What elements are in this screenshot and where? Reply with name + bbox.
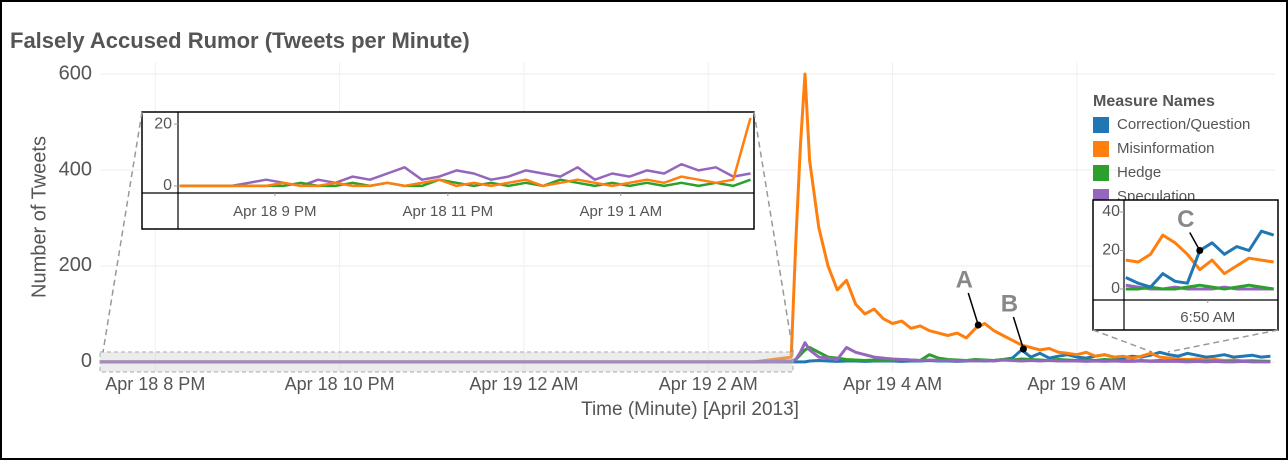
zoom-connector: [1092, 329, 1153, 353]
x-tick-label: Apr 18 8 PM: [105, 374, 205, 394]
chart-title: Falsely Accused Rumor (Tweets per Minute…: [10, 28, 470, 53]
legend-label: Hedge: [1117, 164, 1161, 181]
legend-label: Misinformation: [1117, 140, 1215, 157]
legend-swatch: [1093, 117, 1109, 133]
y-tick-label: 400: [59, 158, 92, 180]
series-line: [100, 341, 1271, 364]
y-tick-label: 40: [1102, 203, 1120, 220]
x-tick-label: Apr 18 10 PM: [285, 374, 395, 394]
y-tick-label: 200: [59, 254, 92, 276]
series-line: [100, 72, 1271, 364]
plot: 0 20 40 6:50 AM C: [1092, 199, 1279, 331]
zoom-connector: [1167, 329, 1279, 353]
y-tick-label: 0: [163, 177, 172, 194]
x-tick-label: Apr 19 6 AM: [1027, 374, 1126, 394]
series-line: [1125, 233, 1274, 276]
annotation-label: B: [1001, 290, 1018, 317]
legend-label: Correction/Question: [1117, 116, 1250, 133]
y-tick-label: 600: [59, 62, 92, 84]
y-tick-label: 0: [81, 350, 92, 372]
annotation-leader: [1012, 316, 1025, 350]
annotation-dot: [1196, 246, 1204, 254]
zoom-region: [99, 351, 794, 373]
x-tick-label: Apr 19 4 AM: [843, 374, 942, 394]
series-line: [179, 162, 751, 188]
y-axis-title: Number of Tweets: [28, 136, 50, 298]
plot: 0 20 Apr 18 9 PM Apr 18 11 PM Apr 19 1 AM: [141, 111, 755, 230]
x-tick-label: Apr 18 9 PM: [233, 203, 316, 220]
zoom-connector: [753, 111, 794, 353]
x-tick-label: Apr 19 1 AM: [580, 203, 663, 220]
y-tick-label: 0: [1111, 280, 1120, 297]
x-tick-label: Apr 19 2 AM: [659, 374, 758, 394]
x-tick-label: 6:50 AM: [1180, 309, 1235, 326]
annotation-label: A: [956, 266, 973, 293]
annotation-leader: [967, 292, 979, 326]
x-tick-label: Apr 18 11 PM: [403, 203, 494, 220]
legend-title: Measure Names: [1093, 93, 1215, 110]
annotation-dot: [974, 321, 982, 329]
y-tick-label: 20: [1102, 242, 1120, 259]
legend-swatch: [1093, 141, 1109, 157]
annotation-label: C: [1177, 206, 1194, 233]
annotation-dot: [1019, 345, 1027, 353]
y-tick-label: 20: [154, 115, 172, 132]
zoom-connector: [102, 111, 143, 353]
legend-swatch: [1093, 165, 1109, 181]
series-line: [179, 117, 752, 188]
x-tick-label: Apr 19 12 AM: [469, 374, 578, 394]
series-line: [1125, 283, 1274, 291]
x-axis-title: Time (Minute) [April 2013]: [581, 399, 799, 420]
